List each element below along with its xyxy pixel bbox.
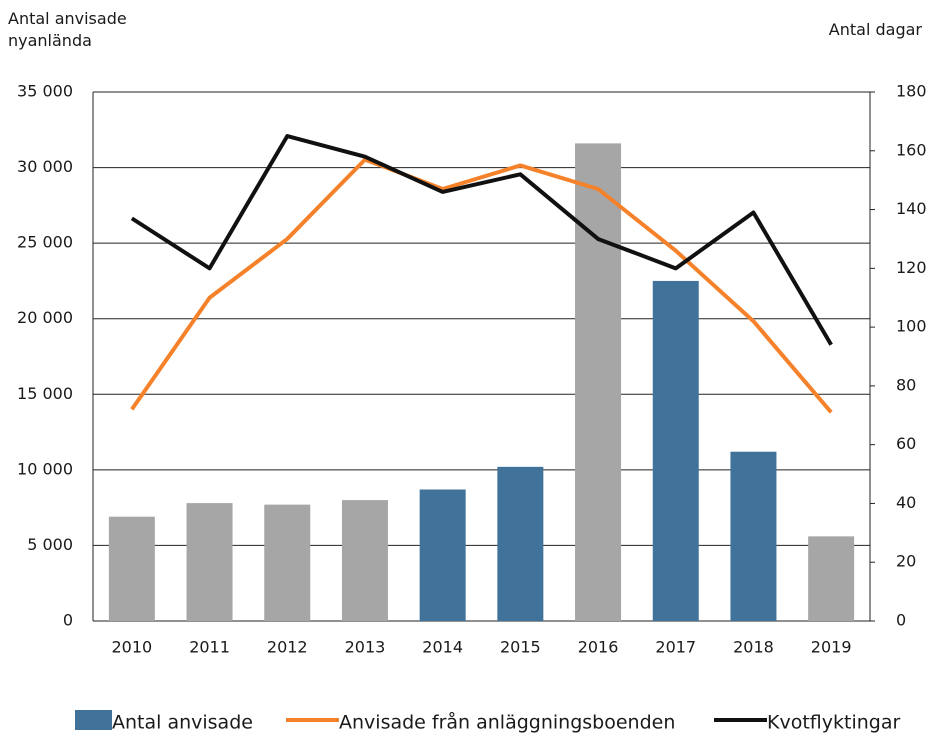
y-tick-label: 10 000: [17, 459, 73, 478]
bar: [264, 504, 311, 621]
y-axis-label: Antal anvisade nyanlända: [8, 9, 127, 50]
bar: [575, 143, 622, 622]
y-tick-label: 20 000: [17, 308, 73, 327]
x-tick-label: 2010: [111, 638, 152, 657]
y2-axis-label: Antal dagar: [828, 20, 922, 39]
x-tick-label: 2015: [500, 638, 541, 657]
bar: [108, 516, 155, 621]
bar: [341, 500, 388, 621]
legend-label: Antal anvisade: [112, 712, 253, 733]
y2-tick-label: 100: [896, 317, 927, 336]
y-tick-label: 35 000: [17, 82, 73, 101]
bar: [419, 489, 466, 621]
y-tick-label: 30 000: [17, 157, 73, 176]
x-tick-label: 2013: [345, 638, 386, 657]
x-tick-label: 2017: [655, 638, 696, 657]
x-tick-label: 2011: [189, 638, 230, 657]
y2-tick-label: 60: [896, 434, 916, 453]
x-tick-label: 2016: [578, 638, 619, 657]
legend-label: Kvotflyktingar: [767, 712, 900, 733]
x-tick-label: 2019: [811, 638, 852, 657]
bar: [497, 466, 544, 621]
y2-tick-label: 0: [896, 611, 906, 630]
y-tick-label: 25 000: [17, 233, 73, 252]
line: [130, 134, 833, 346]
bar: [808, 536, 855, 621]
y2-tick-label: 40: [896, 493, 916, 512]
y2-tick-label: 180: [896, 82, 927, 101]
bar: [186, 503, 233, 621]
line: [130, 157, 833, 414]
y2-tick-label: 20: [896, 552, 916, 571]
y-tick-label: 0: [63, 611, 73, 630]
bar: [730, 451, 777, 621]
legend-label: Anvisade från anläggningsboenden: [339, 711, 675, 733]
y2-tick-label: 160: [896, 140, 927, 159]
x-tick-label: 2014: [422, 638, 463, 657]
legend-swatch: [75, 710, 112, 730]
y-tick-label: 15 000: [17, 384, 73, 403]
x-tick-label: 2018: [733, 638, 774, 657]
y2-tick-label: 140: [896, 199, 927, 218]
x-tick-label: 2012: [267, 638, 308, 657]
y-tick-label: 5 000: [27, 535, 73, 554]
y2-tick-label: 120: [896, 258, 927, 277]
bar: [652, 280, 699, 621]
y2-tick-label: 80: [896, 375, 916, 394]
